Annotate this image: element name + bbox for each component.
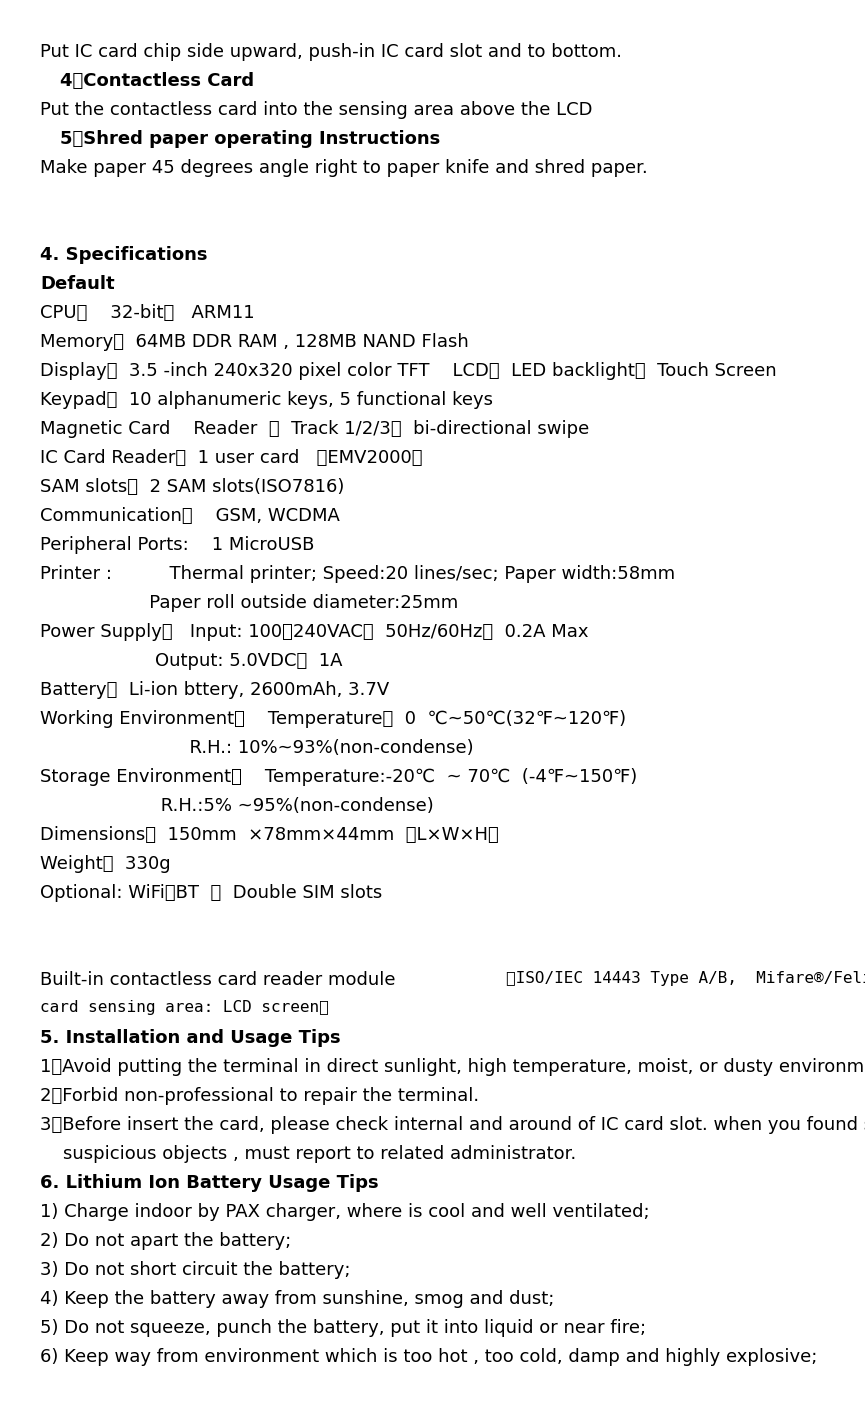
Text: Memory：  64MB DDR RAM , 128MB NAND Flash: Memory： 64MB DDR RAM , 128MB NAND Flash	[40, 333, 469, 352]
Text: 5）Shred paper operating Instructions: 5）Shred paper operating Instructions	[60, 130, 440, 147]
Text: Peripheral Ports:    1 MicroUSB: Peripheral Ports: 1 MicroUSB	[40, 536, 314, 554]
Text: Printer :          Thermal printer; Speed:20 lines/sec; Paper width:58mm: Printer : Thermal printer; Speed:20 line…	[40, 564, 675, 583]
Text: Keypad：  10 alphanumeric keys, 5 functional keys: Keypad： 10 alphanumeric keys, 5 function…	[40, 391, 493, 408]
Text: R.H.: 10%~93%(non-condense): R.H.: 10%~93%(non-condense)	[40, 739, 474, 757]
Text: 2）Forbid non-professional to repair the terminal.: 2）Forbid non-professional to repair the …	[40, 1088, 479, 1105]
Text: SAM slots：  2 SAM slots(ISO7816): SAM slots： 2 SAM slots(ISO7816)	[40, 478, 344, 496]
Text: Display：  3.5 -inch 240x320 pixel color TFT    LCD；  LED backlight；  Touch Scree: Display： 3.5 -inch 240x320 pixel color T…	[40, 362, 777, 380]
Text: 4) Keep the battery away from sunshine, smog and dust;: 4) Keep the battery away from sunshine, …	[40, 1290, 554, 1307]
Text: 3）Before insert the card, please check internal and around of IC card slot. when: 3）Before insert the card, please check i…	[40, 1116, 865, 1134]
Text: Make paper 45 degrees angle right to paper knife and shred paper.: Make paper 45 degrees angle right to pap…	[40, 159, 648, 177]
Text: （ISO/IEC 14443 Type A/B,  Mifare®/Felica/NFC,: （ISO/IEC 14443 Type A/B, Mifare®/Felica/…	[506, 971, 865, 986]
Text: Paper roll outside diameter:25mm: Paper roll outside diameter:25mm	[40, 594, 458, 613]
Text: 3) Do not short circuit the battery;: 3) Do not short circuit the battery;	[40, 1261, 350, 1279]
Text: 1) Charge indoor by PAX charger, where is cool and well ventilated;: 1) Charge indoor by PAX charger, where i…	[40, 1202, 650, 1221]
Text: 6. Lithium Ion Battery Usage Tips: 6. Lithium Ion Battery Usage Tips	[40, 1174, 379, 1193]
Text: 1）Avoid putting the terminal in direct sunlight, high temperature, moist, or dus: 1）Avoid putting the terminal in direct s…	[40, 1058, 865, 1076]
Text: suspicious objects , must report to related administrator.: suspicious objects , must report to rela…	[40, 1144, 576, 1163]
Text: Magnetic Card    Reader  ：  Track 1/2/3，  bi-directional swipe: Magnetic Card Reader ： Track 1/2/3， bi-d…	[40, 420, 589, 438]
Text: 4）Contactless Card: 4）Contactless Card	[60, 72, 254, 89]
Text: Battery：  Li-ion bttery, 2600mAh, 3.7V: Battery： Li-ion bttery, 2600mAh, 3.7V	[40, 681, 389, 699]
Text: Built-in contactless card reader module: Built-in contactless card reader module	[40, 971, 401, 988]
Text: 6) Keep way from environment which is too hot , too cold, damp and highly explos: 6) Keep way from environment which is to…	[40, 1349, 817, 1366]
Text: Communication：    GSM, WCDMA: Communication： GSM, WCDMA	[40, 508, 340, 525]
Text: Power Supply：   Input: 100～240VAC，  50Hz/60Hz，  0.2A Max: Power Supply： Input: 100～240VAC， 50Hz/60…	[40, 623, 588, 641]
Text: Put the contactless card into the sensing area above the LCD: Put the contactless card into the sensin…	[40, 101, 593, 119]
Text: IC Card Reader：  1 user card   （EMV2000）: IC Card Reader： 1 user card （EMV2000）	[40, 450, 422, 467]
Text: Weight：  330g: Weight： 330g	[40, 855, 170, 873]
Text: 2) Do not apart the battery;: 2) Do not apart the battery;	[40, 1232, 292, 1251]
Text: Output: 5.0VDC，  1A: Output: 5.0VDC， 1A	[40, 652, 343, 669]
Text: 5. Installation and Usage Tips: 5. Installation and Usage Tips	[40, 1029, 341, 1046]
Text: CPU：    32-bit，   ARM11: CPU： 32-bit， ARM11	[40, 303, 254, 322]
Text: Put IC card chip side upward, push-in IC card slot and to bottom.: Put IC card chip side upward, push-in IC…	[40, 43, 622, 61]
Text: Storage Environment：    Temperature:-20℃  ~ 70℃  (-4℉~150℉): Storage Environment： Temperature:-20℃ ~ …	[40, 769, 638, 786]
Text: 5) Do not squeeze, punch the battery, put it into liquid or near fire;: 5) Do not squeeze, punch the battery, pu…	[40, 1319, 646, 1337]
Text: Dimensions：  150mm  ×78mm×44mm  （L×W×H）: Dimensions： 150mm ×78mm×44mm （L×W×H）	[40, 827, 499, 844]
Text: Optional: WiFi、BT  、  Double SIM slots: Optional: WiFi、BT 、 Double SIM slots	[40, 883, 382, 902]
Text: R.H.:5% ~95%(non-condense): R.H.:5% ~95%(non-condense)	[40, 797, 433, 815]
Text: Working Environment：    Temperature：  0  ℃~50℃(32℉~120℉): Working Environment： Temperature： 0 ℃~50…	[40, 710, 626, 727]
Text: 4. Specifications: 4. Specifications	[40, 245, 208, 264]
Text: card sensing area: LCD screen）: card sensing area: LCD screen）	[40, 1000, 329, 1015]
Text: Default: Default	[40, 275, 115, 294]
